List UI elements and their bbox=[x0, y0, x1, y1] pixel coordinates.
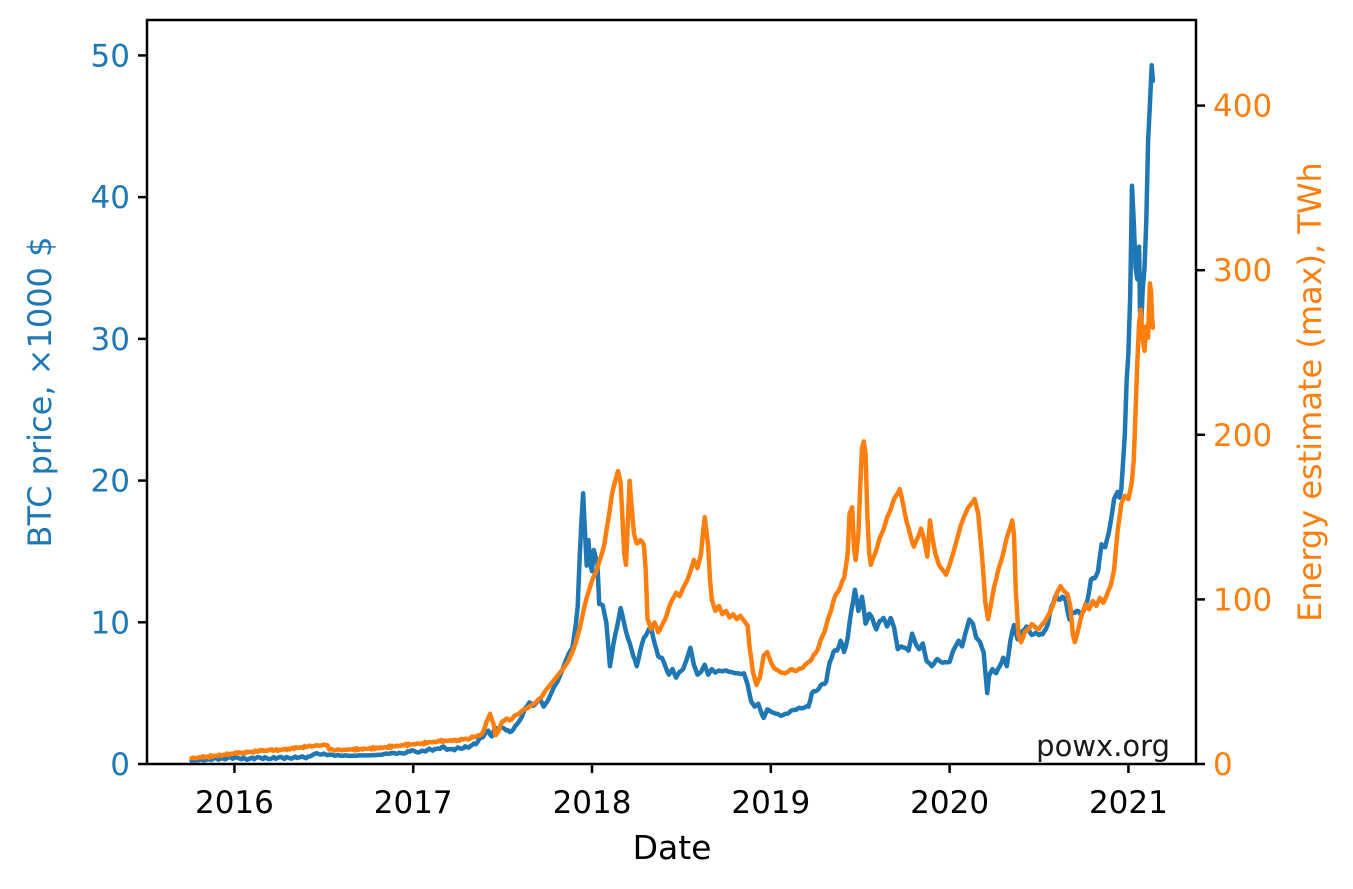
left-tick-label: 50 bbox=[91, 38, 130, 74]
source-annotation: powx.org bbox=[1036, 729, 1170, 763]
left-tick-label: 0 bbox=[110, 747, 130, 783]
y-axis-label-left: BTC price, ×1000 $ bbox=[21, 236, 59, 548]
y-axis-label-right: Energy estimate (max), TWh bbox=[1291, 162, 1329, 622]
right-tick-label: 300 bbox=[1213, 253, 1272, 289]
x-tick-label: 2021 bbox=[1089, 785, 1168, 821]
right-tick-label: 400 bbox=[1213, 89, 1272, 125]
left-tick-label: 10 bbox=[91, 605, 130, 641]
left-tick-label: 20 bbox=[91, 464, 130, 500]
right-tick-label: 200 bbox=[1213, 418, 1272, 454]
left-tick-label: 40 bbox=[91, 180, 130, 216]
x-tick-label: 2018 bbox=[553, 785, 632, 821]
plot-border bbox=[145, 18, 1198, 766]
left-tick-label: 30 bbox=[91, 322, 130, 358]
x-tick-label: 2017 bbox=[374, 785, 453, 821]
x-tick-label: 2019 bbox=[731, 785, 810, 821]
right-tick-label: 100 bbox=[1213, 582, 1272, 618]
x-tick-label: 2016 bbox=[195, 785, 274, 821]
btc-price-line bbox=[189, 63, 1156, 763]
x-tick-label: 2020 bbox=[910, 785, 989, 821]
x-axis-label: Date bbox=[632, 828, 712, 867]
right-tick-label: 0 bbox=[1213, 747, 1233, 783]
energy-line bbox=[189, 281, 1156, 761]
